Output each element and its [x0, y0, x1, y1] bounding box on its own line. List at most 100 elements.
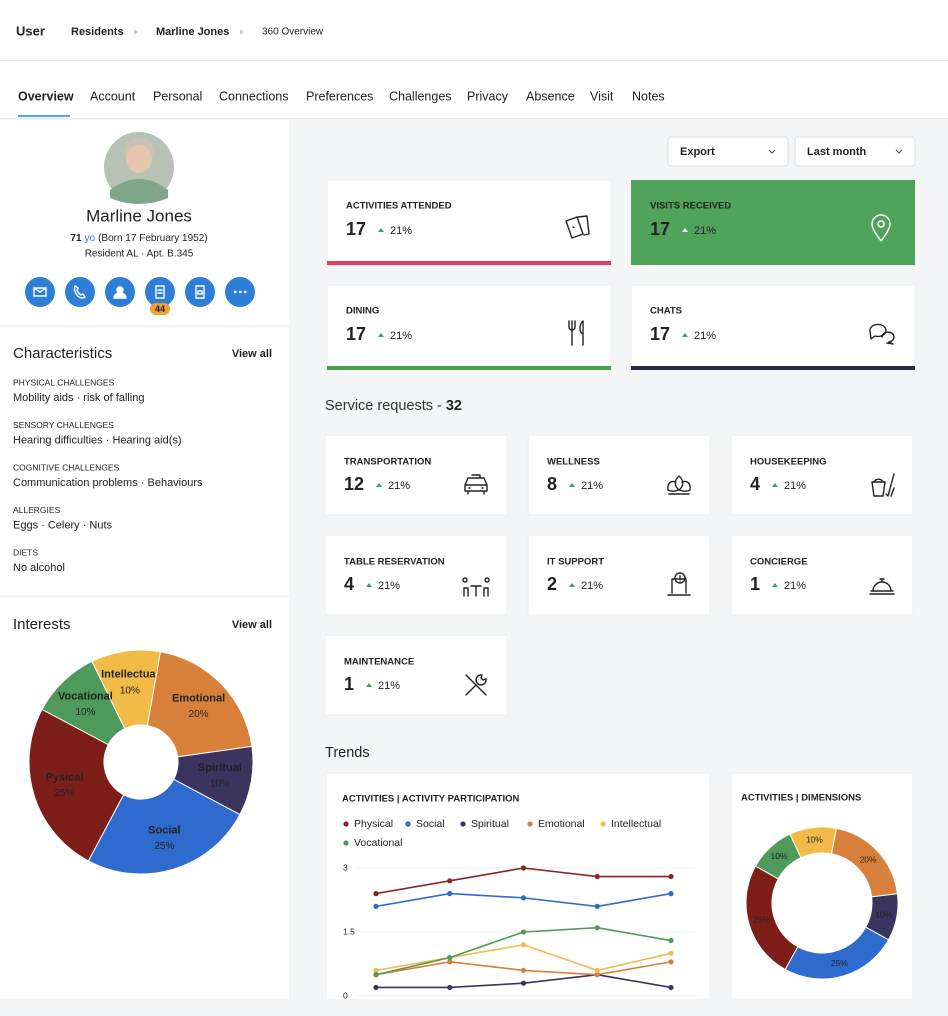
service-card[interactable] [730, 434, 914, 516]
profile-name: Marline Jones [86, 206, 192, 225]
data-point [594, 873, 600, 880]
card-icon [667, 475, 691, 495]
action-button[interactable] [185, 277, 215, 307]
card-icon [869, 323, 895, 345]
tab[interactable]: Personal [153, 89, 202, 103]
tab[interactable]: Challenges [389, 89, 452, 103]
data-point [520, 865, 527, 871]
legend-label[interactable]: Emotional [538, 818, 585, 830]
service-label: TRANSPORTATION [344, 457, 431, 468]
breadcrumb-item: 360 Overview [262, 27, 324, 38]
kpi-change: 21% [694, 330, 716, 342]
service-card[interactable] [324, 634, 508, 716]
dropdown-label: Export [680, 146, 715, 158]
up-arrow [772, 483, 778, 487]
data-point [447, 878, 453, 884]
service-card[interactable] [527, 534, 711, 616]
service-value: 12 [344, 474, 364, 494]
dropdown[interactable] [667, 136, 789, 167]
service-card[interactable] [730, 534, 914, 616]
card-icon [871, 214, 891, 242]
data-point [594, 972, 600, 978]
legend-label[interactable]: Intellectual [611, 818, 661, 830]
service-card[interactable] [324, 534, 508, 616]
data-point [447, 891, 453, 897]
slice-value: 10% [75, 707, 95, 718]
characteristic-label: SENSORY CHALLENGES [13, 420, 114, 430]
service-change: 21% [784, 580, 806, 592]
tab[interactable]: Connections [219, 89, 289, 103]
badge [150, 303, 170, 315]
legend-label[interactable]: Social [416, 818, 445, 830]
action-button[interactable] [145, 277, 175, 307]
tab[interactable]: Absence [526, 89, 575, 103]
characteristic-value: Hearing difficulties · Hearing aid(s) [13, 434, 182, 446]
slice-value: 25% [831, 958, 848, 968]
data-point [373, 967, 379, 974]
tab[interactable]: Notes [632, 89, 665, 103]
characteristic-value: Communication problems · Behaviours [13, 477, 203, 489]
breadcrumb-item[interactable]: Residents [71, 26, 124, 38]
data-point [594, 967, 600, 974]
service-value: 4 [344, 574, 354, 594]
tab[interactable]: Account [90, 89, 136, 103]
section-title: Trends [325, 745, 370, 761]
slice-value: 10% [806, 835, 823, 845]
tab[interactable]: Visit [590, 89, 614, 103]
slice-value: 10% [771, 851, 788, 861]
tab[interactable]: Privacy [467, 89, 509, 103]
action-icon [155, 285, 165, 299]
dropdown[interactable] [794, 136, 916, 167]
characteristic-value: Eggs · Celery · Nuts [13, 519, 113, 531]
kpi-change: 21% [694, 225, 716, 237]
service-card[interactable] [527, 434, 711, 516]
service-change: 21% [581, 480, 603, 492]
up-arrow [682, 333, 688, 337]
data-point [520, 929, 527, 935]
section-title: Interests [13, 616, 71, 633]
service-label: WELLNESS [547, 457, 600, 468]
data-point [668, 950, 674, 956]
slice-value: 20% [189, 709, 209, 720]
legend-dot [405, 821, 411, 827]
active-tab-indicator [18, 115, 70, 117]
slice-value: 20% [860, 854, 877, 864]
service-label: TABLE RESERVATION [344, 557, 445, 568]
slice-value: 25% [154, 841, 174, 852]
pie-slice [41, 660, 126, 746]
card-icon [565, 215, 590, 239]
y-tick-label: 0 [343, 990, 348, 1000]
action-button[interactable] [65, 277, 95, 307]
born: (Born 17 February 1952) [98, 233, 208, 244]
breadcrumb-item[interactable]: Marline Jones [156, 26, 229, 38]
characteristic-label: PHYSICAL CHALLENGES [13, 377, 115, 387]
tab-bar [0, 61, 948, 118]
legend-dot [527, 821, 533, 827]
legend-label[interactable]: Spiritual [471, 818, 509, 830]
service-label: HOUSEKEEPING [750, 457, 827, 468]
characteristic-label: COGNITIVE CHALLENGES [13, 462, 120, 472]
kpi-accent [327, 261, 611, 265]
legend-label[interactable]: Vocational [354, 837, 402, 849]
action-icon [73, 284, 86, 299]
tab[interactable]: Preferences [306, 89, 373, 103]
breadcrumb-root: User [16, 23, 45, 38]
up-arrow [569, 483, 575, 487]
up-arrow [366, 583, 372, 587]
up-arrow [682, 228, 688, 232]
view-all-link[interactable]: View all [232, 619, 272, 631]
kpi-label: VISITS RECEIVED [650, 201, 731, 212]
age: 71 [70, 233, 82, 244]
section-title: Service requests -32 [325, 398, 462, 414]
legend-label[interactable]: Physical [354, 818, 393, 830]
service-label: MAINTENANCE [344, 657, 414, 668]
view-all-link[interactable]: View all [232, 348, 272, 360]
action-icon [113, 286, 127, 299]
up-arrow [569, 583, 575, 587]
breadcrumb-separator [134, 29, 138, 35]
chart-title: ACTIVITIES | ACTIVITY PARTICIPATION [342, 794, 519, 805]
kpi-label: ACTIVITIES ATTENDED [346, 201, 452, 212]
service-label: CONCIERGE [750, 557, 808, 568]
tab[interactable]: Overview [18, 89, 74, 103]
